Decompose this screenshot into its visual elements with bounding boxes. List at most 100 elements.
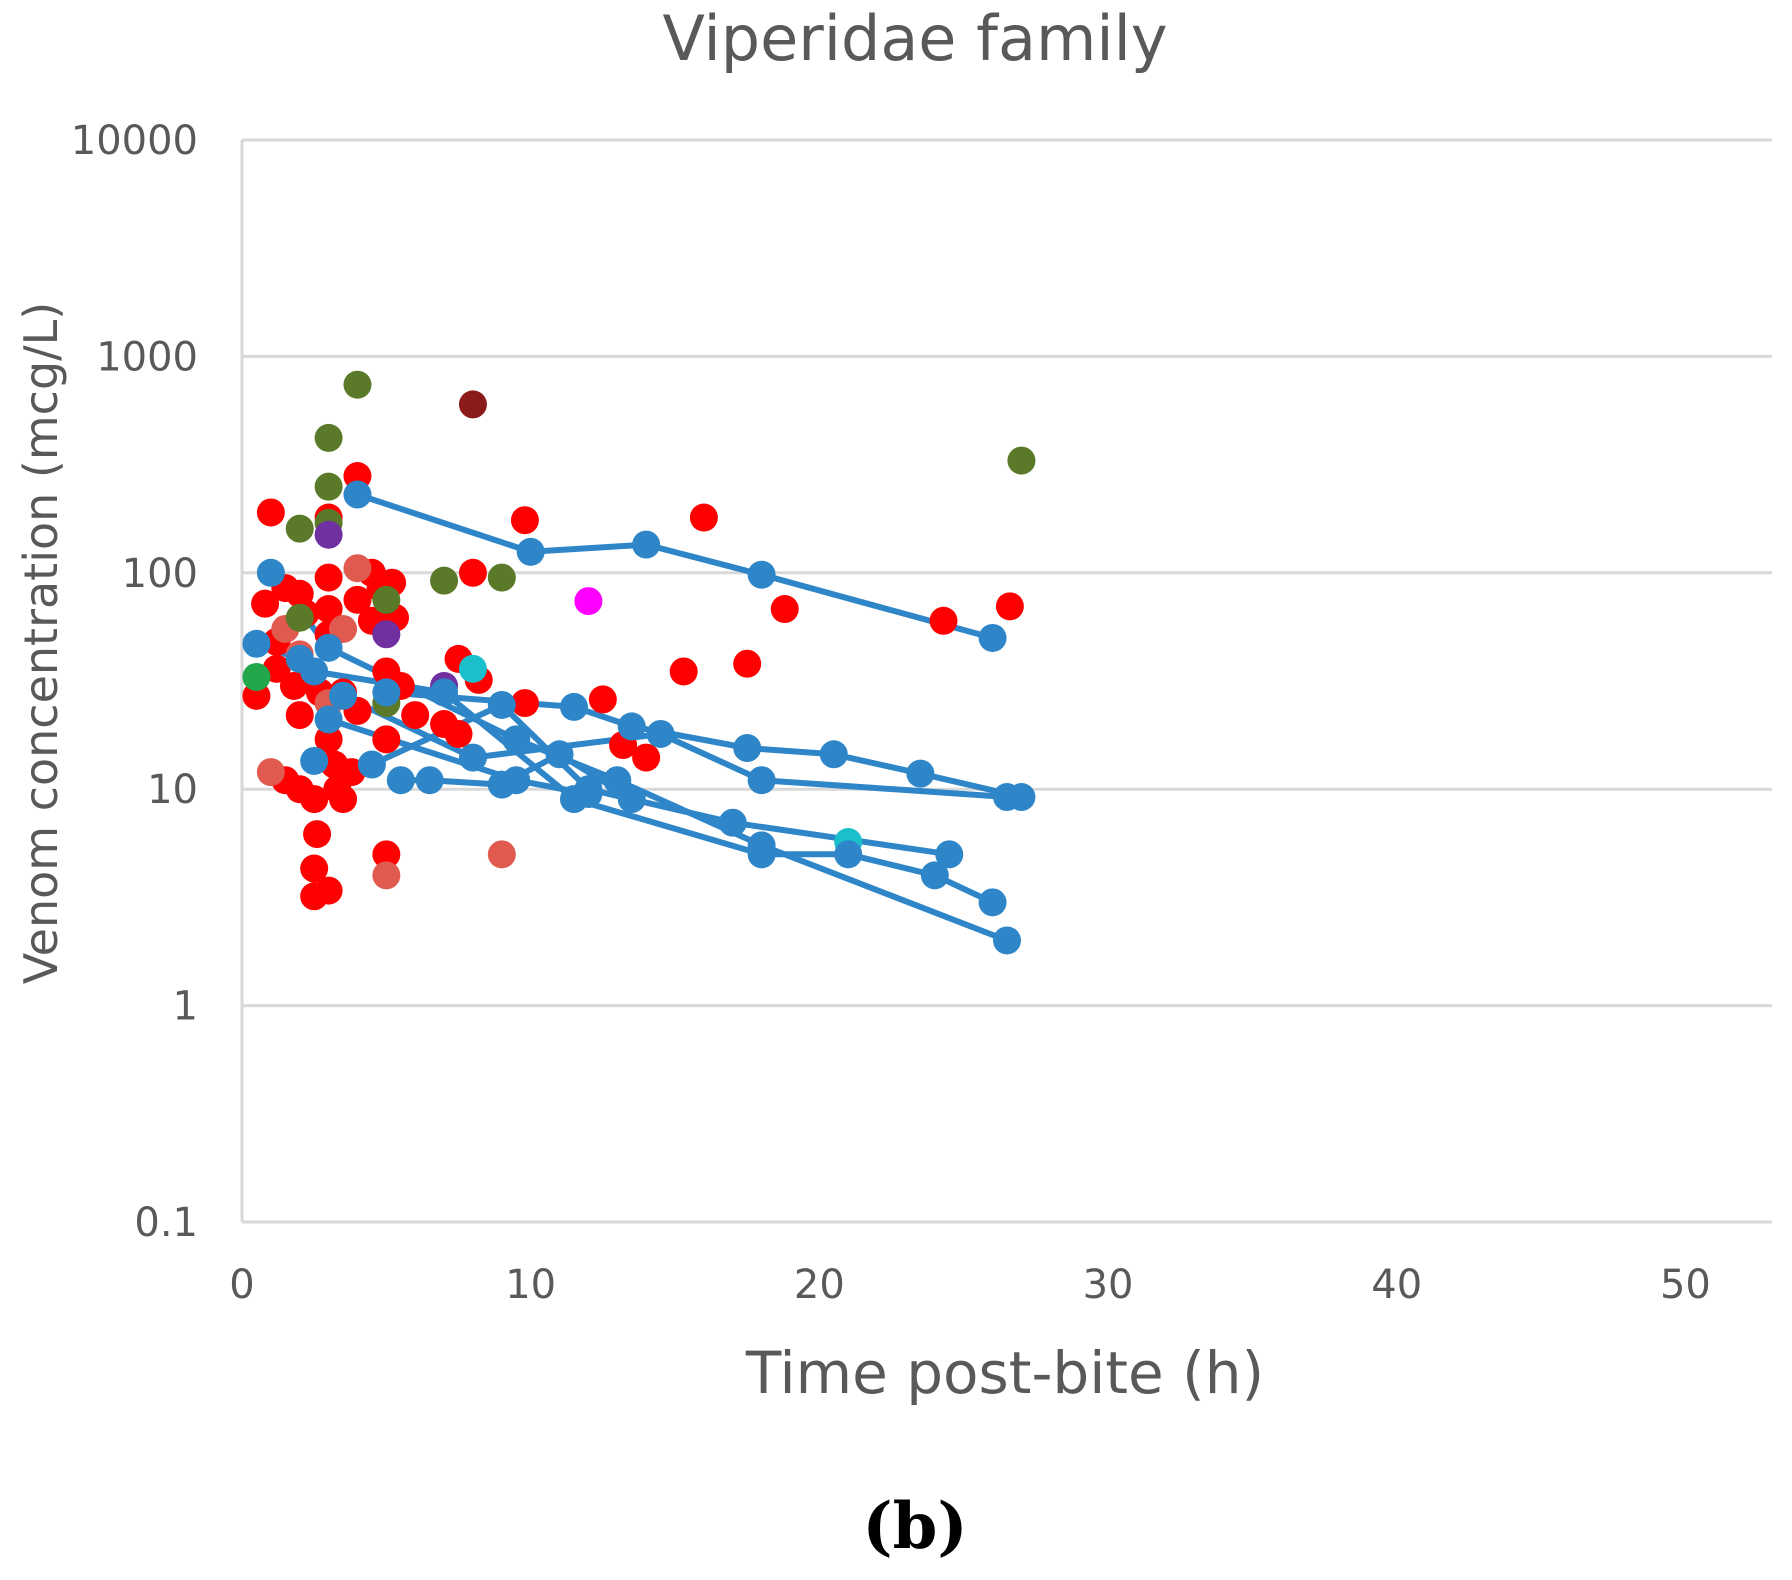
scatter-point-olive: [343, 370, 372, 399]
x-tick-label: 50: [1660, 1262, 1711, 1308]
scatter-point-purple: [372, 620, 401, 649]
series-point: [502, 725, 531, 754]
scatter-point-olive: [487, 563, 516, 592]
scatter-point-olive: [314, 472, 343, 501]
series-point: [920, 861, 949, 890]
scatter-point-magenta: [574, 587, 603, 616]
y-tick-label: 10: [147, 767, 198, 813]
scatter-point-red: [251, 589, 280, 618]
series-point: [372, 678, 401, 707]
scatter-point-red: [510, 506, 539, 535]
series-point: [718, 808, 747, 837]
series-line-1: [356, 491, 994, 641]
scatter-point-red: [401, 701, 430, 730]
data-points: [242, 370, 1036, 911]
scatter-point-red: [669, 657, 698, 686]
series-point: [978, 623, 1007, 652]
y-tick-label: 100: [122, 551, 198, 597]
panel-label: (b): [862, 1489, 967, 1564]
x-tick-labels: 0 10 20 30 40 50: [229, 1262, 1711, 1308]
x-tick-label: 20: [794, 1262, 845, 1308]
scatter-point-red: [733, 649, 762, 678]
series-point: [993, 783, 1021, 812]
series-point: [993, 926, 1021, 955]
scatter-point-purple: [314, 520, 343, 549]
x-tick-label: 0: [229, 1262, 254, 1308]
scatter-point-olive: [285, 514, 314, 543]
scatter-point-red: [458, 558, 487, 587]
scatter-point-red: [303, 820, 332, 849]
scatter-point-olive: [285, 603, 314, 632]
x-tick-label: 30: [1083, 1262, 1134, 1308]
scatter-point-red: [343, 585, 372, 614]
series-point: [256, 558, 285, 587]
y-tick-label: 0.1: [134, 1200, 198, 1246]
series-point: [343, 480, 372, 509]
series-point: [574, 780, 603, 809]
patient-series-markers: [242, 480, 1036, 955]
x-axis-title: Time post-bite (h): [745, 1339, 1264, 1407]
scatter-point-salmon: [343, 554, 372, 583]
series-point: [617, 785, 646, 814]
scatter-point-red: [314, 725, 343, 754]
scatter-point-red: [256, 498, 285, 527]
series-point: [632, 530, 661, 559]
x-tick-label: 10: [505, 1262, 556, 1308]
series-point: [314, 705, 343, 734]
y-tick-labels: 0.1 1 10 100 1000 10000: [71, 118, 198, 1246]
series-point: [747, 766, 776, 795]
series-point: [285, 644, 314, 673]
y-tick-label: 1: [173, 984, 198, 1030]
series-point: [978, 888, 1007, 917]
scatter-point-red: [510, 689, 539, 718]
scatter-point-olive: [314, 423, 343, 452]
scatter-point-red: [632, 743, 661, 772]
scatter-point-salmon: [256, 758, 285, 787]
series-point: [646, 719, 675, 748]
series-point: [415, 766, 444, 795]
scatter-point-red: [770, 595, 799, 624]
chart-title: Viperidae family: [662, 2, 1167, 75]
scatter-point-olive: [430, 566, 459, 595]
series-point: [617, 712, 646, 741]
series-point: [747, 831, 776, 860]
scatter-point-salmon: [487, 840, 516, 869]
scatter-point-olive: [1007, 446, 1036, 475]
series-point: [430, 678, 459, 707]
scatter-point-red: [314, 876, 343, 905]
scatter-point-red: [329, 785, 358, 814]
scatter-point-red: [300, 785, 329, 814]
series-point: [819, 740, 848, 769]
scatter-point-salmon: [372, 861, 401, 890]
series-point: [242, 629, 271, 658]
scatter-point-red: [300, 854, 329, 883]
scatter-point-red: [995, 592, 1024, 621]
series-point: [733, 734, 762, 763]
scatter-point-red: [314, 563, 343, 592]
series-point: [516, 537, 545, 566]
series-point: [545, 740, 574, 769]
scatter-point-cyan: [458, 654, 487, 683]
scatter-point-red: [588, 685, 617, 714]
series-point: [906, 759, 935, 788]
scatter-point-red: [689, 503, 718, 532]
series-point: [314, 633, 343, 662]
scatter-point-red: [372, 840, 401, 869]
series-point: [834, 840, 863, 869]
series-point: [747, 560, 776, 589]
series-point: [329, 681, 358, 710]
series-point: [935, 840, 964, 869]
scatter-point-green: [242, 662, 271, 691]
series-point: [458, 743, 487, 772]
scatter-point-red: [285, 701, 314, 730]
y-tick-label: 1000: [96, 334, 198, 380]
scatter-point-red: [444, 719, 473, 748]
scatter-point-olive: [372, 585, 401, 614]
series-point: [386, 766, 415, 795]
scatter-point-red: [314, 595, 343, 624]
y-axis-title: Venom concentration (mcg/L): [14, 302, 68, 984]
scatter-point-red: [929, 606, 958, 635]
series-point: [300, 746, 329, 775]
series-point: [559, 692, 588, 721]
